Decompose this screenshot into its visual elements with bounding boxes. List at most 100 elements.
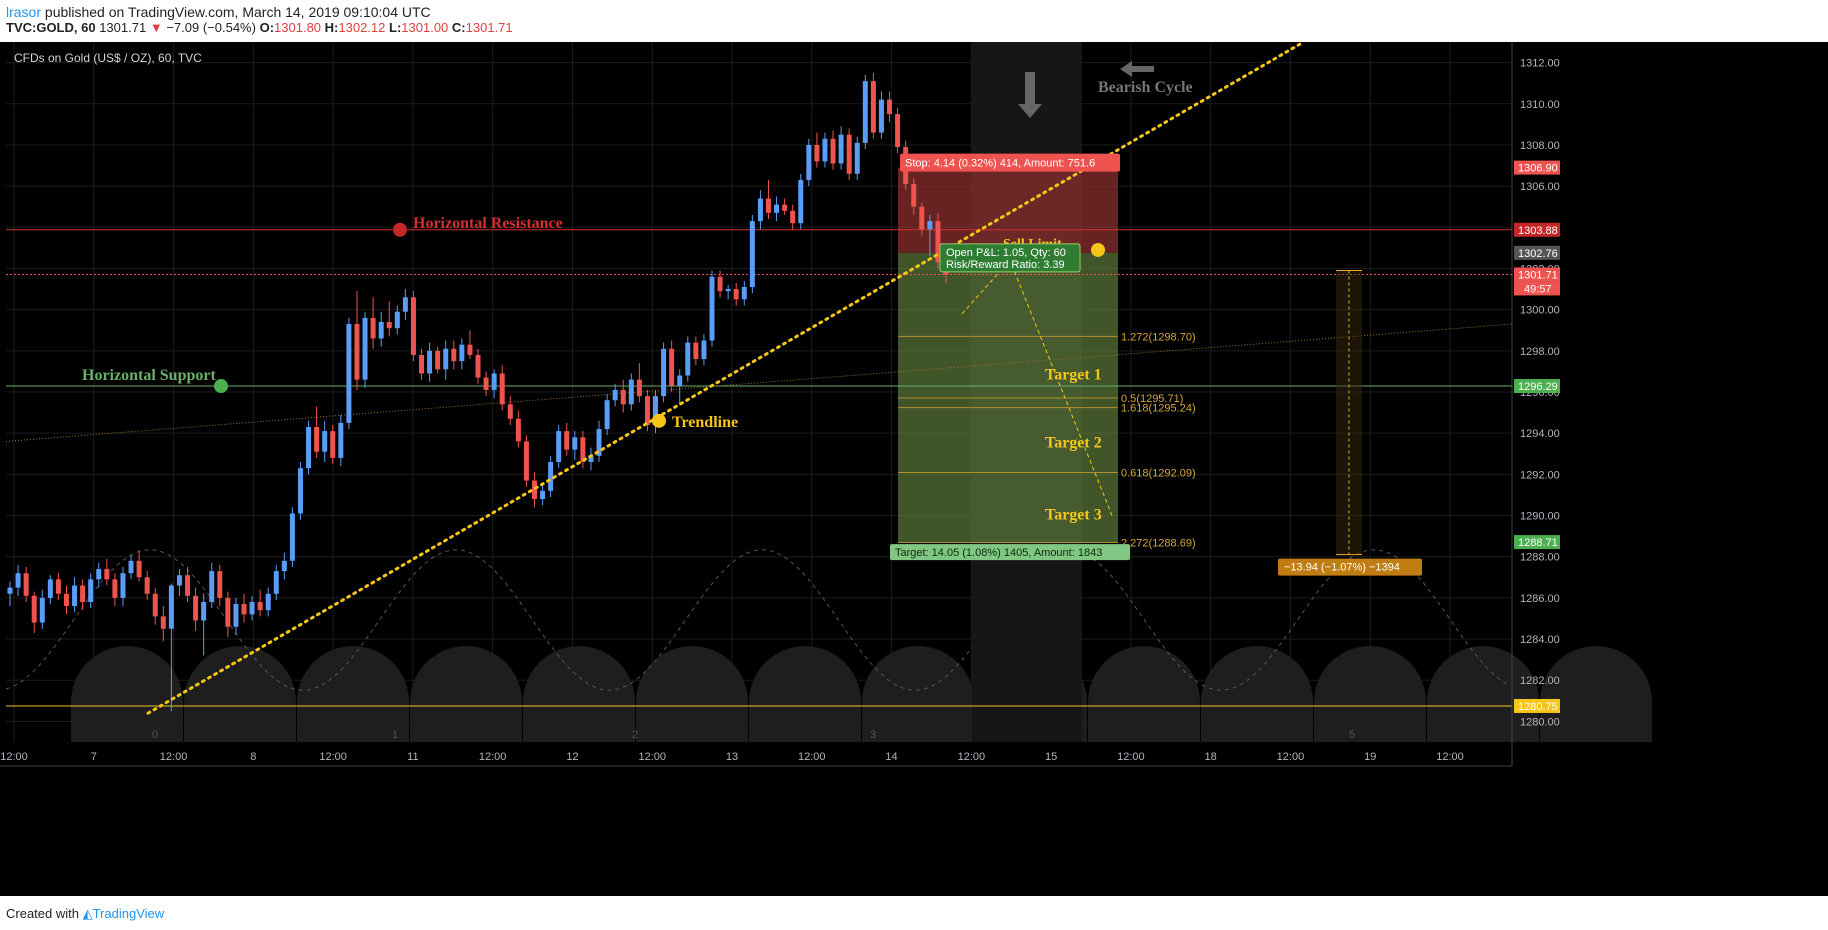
cycle-number: 5 <box>1349 729 1355 741</box>
candle-body <box>846 134 852 174</box>
x-tick-label: 12:00 <box>319 751 347 763</box>
close-label: C: <box>451 20 466 35</box>
candle-body <box>160 616 166 629</box>
x-tick-label: 12:00 <box>958 751 986 763</box>
x-tick-label: 14 <box>885 751 897 763</box>
candle-body <box>798 179 804 224</box>
candle-body <box>152 593 158 617</box>
candle-body <box>911 184 917 207</box>
y-tick-label: 1286.00 <box>1520 593 1560 605</box>
candle-body <box>644 396 650 425</box>
price-tag: 1301.71 <box>1518 269 1558 281</box>
candle-body <box>257 602 263 611</box>
candle-body <box>669 348 675 386</box>
candle-body <box>241 604 247 615</box>
y-tick-label: 1310.00 <box>1520 99 1560 111</box>
candle-body <box>467 344 473 355</box>
x-tick-label: 8 <box>250 751 256 763</box>
candle-body <box>927 221 933 230</box>
candle-body <box>249 602 255 615</box>
candle-body <box>193 595 199 621</box>
candle-body <box>47 579 53 598</box>
tradingview-logo-icon: ◭ <box>82 906 93 921</box>
candle-body <box>483 377 489 390</box>
bearish-cycle-label: Bearish Cycle <box>1098 79 1193 96</box>
candle-body <box>548 462 554 491</box>
candle-body <box>475 354 481 378</box>
candle-body <box>112 579 118 598</box>
candle-body <box>556 431 562 462</box>
price-tag-box <box>1514 222 1560 237</box>
candle-body <box>491 373 497 390</box>
y-tick-label: 1280.00 <box>1520 716 1560 728</box>
y-tick-label: 1312.00 <box>1520 58 1560 70</box>
price-tag: 1306.90 <box>1518 163 1558 175</box>
x-tick-label: 12:00 <box>0 751 28 763</box>
y-tick-label: 1288.00 <box>1520 552 1560 564</box>
candle-body <box>870 81 876 133</box>
y-tick-label: 1300.00 <box>1520 305 1560 317</box>
y-tick-label: 1306.00 <box>1520 181 1560 193</box>
candle-body <box>201 602 207 621</box>
candle-body <box>701 340 707 360</box>
candle-body <box>919 206 925 230</box>
candle-body <box>596 429 602 456</box>
candle-body <box>443 348 449 370</box>
y-tick-label: 1294.00 <box>1520 428 1560 440</box>
cycle-arc <box>297 646 409 742</box>
candle-body <box>338 422 344 458</box>
horizontal-lines <box>5 229 1513 707</box>
x-tick-label: 15 <box>1045 751 1057 763</box>
measure-label: −13.94 (−1.07%) −1394 <box>1284 562 1400 574</box>
candle-body <box>499 373 505 405</box>
chart-title: CFDs on Gold (US$ / OZ), 60, TVC <box>14 51 202 65</box>
price-tag-box <box>1514 379 1560 394</box>
candle-body <box>612 389 618 401</box>
candle-body <box>765 198 771 213</box>
candle-body <box>281 560 287 572</box>
x-tick-label: 7 <box>91 751 97 763</box>
cycle-arc <box>1427 646 1539 742</box>
y-tick-label: 1308.00 <box>1520 140 1560 152</box>
candle-body <box>822 138 828 162</box>
candle-body <box>96 569 102 580</box>
candle-body <box>419 354 425 374</box>
stop-label: Stop: 4.14 (0.32%) 414, Amount: 751.6 <box>905 158 1095 170</box>
candle-body <box>677 375 683 386</box>
symbol-label: TVC:GOLD, 60 <box>6 20 96 35</box>
x-tick-label: 19 <box>1364 751 1376 763</box>
last-price: 1301.71 <box>99 20 147 35</box>
pnl-label: Open P&L: 1.05, Qty: 60 <box>946 247 1066 259</box>
candle-body <box>830 138 836 164</box>
candle-body <box>620 389 626 405</box>
candle-body <box>289 513 295 561</box>
y-tick-label: 1284.00 <box>1520 634 1560 646</box>
author-link[interactable]: lrasor <box>6 4 42 20</box>
fib-level-label: 1.272(1298.70) <box>1121 331 1196 343</box>
candles <box>7 72 949 712</box>
candle-body <box>23 573 29 596</box>
y-tick-label: 1298.00 <box>1520 346 1560 358</box>
fib-level-label: 1.618(1295.24) <box>1121 403 1196 415</box>
candle-body <box>354 324 360 380</box>
publish-info: published on TradingView.com, March 14, … <box>41 4 431 20</box>
sell-limit-dot <box>1091 242 1105 257</box>
candle-body <box>31 595 37 623</box>
candle-body <box>72 585 78 607</box>
candle-body <box>297 468 303 514</box>
candle-body <box>887 99 893 115</box>
candle-body <box>531 480 537 500</box>
candle-body <box>370 317 376 339</box>
candle-body <box>378 322 384 339</box>
cycle-arc <box>410 646 522 742</box>
tradingview-link[interactable]: TradingView <box>92 906 165 921</box>
pnl-box <box>939 243 1081 273</box>
cycle-arc <box>184 646 296 742</box>
candle-body <box>88 579 94 602</box>
price-tag: 1303.88 <box>1518 225 1558 237</box>
resistance-label: Horizontal Resistance <box>413 215 563 232</box>
cycle-arc <box>1201 646 1313 742</box>
candle-body <box>862 81 868 143</box>
left-arrow-icon <box>1120 61 1154 77</box>
